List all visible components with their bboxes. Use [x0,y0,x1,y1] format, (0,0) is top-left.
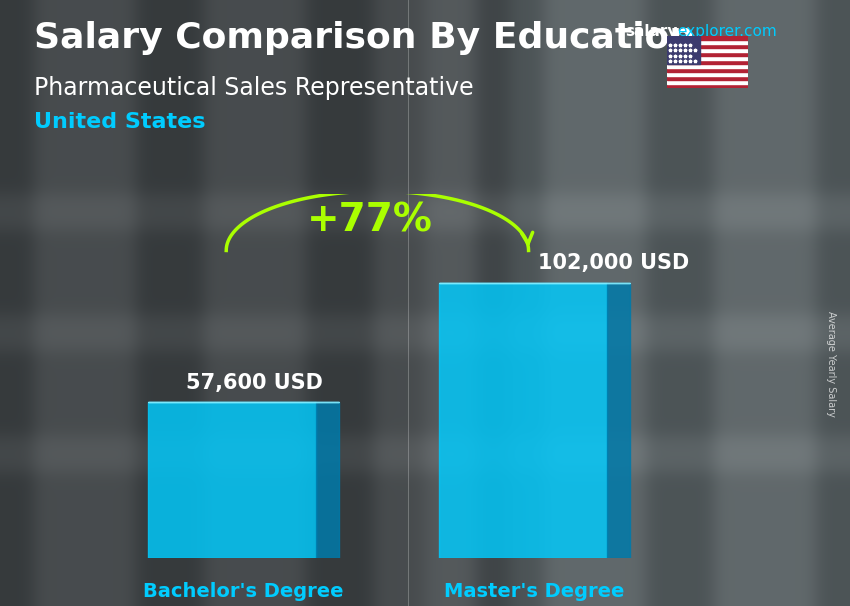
Bar [148,402,316,558]
Bar [667,44,748,48]
Text: 57,600 USD: 57,600 USD [186,373,323,393]
Text: explorer.com: explorer.com [677,24,777,39]
Text: +77%: +77% [307,202,433,240]
Polygon shape [316,402,339,558]
Bar [439,283,607,558]
Bar [667,41,748,44]
Bar [667,76,748,80]
Text: Pharmaceutical Sales Representative: Pharmaceutical Sales Representative [34,76,473,100]
Text: Bachelor's Degree: Bachelor's Degree [144,582,343,601]
Bar [667,68,748,72]
Bar [667,36,700,64]
Text: Average Yearly Salary: Average Yearly Salary [826,311,836,416]
Bar [667,52,748,56]
Bar [667,56,748,60]
Bar [667,80,748,84]
Bar [667,36,748,41]
Bar [667,64,748,68]
Text: 102,000 USD: 102,000 USD [538,253,689,273]
Bar [667,72,748,76]
Text: salary: salary [625,24,677,39]
Polygon shape [607,283,630,558]
Text: Master's Degree: Master's Degree [444,582,625,601]
Text: United States: United States [34,112,206,132]
Bar [667,84,748,88]
Bar [667,48,748,52]
Bar [667,60,748,64]
Text: Salary Comparison By Education: Salary Comparison By Education [34,21,695,55]
